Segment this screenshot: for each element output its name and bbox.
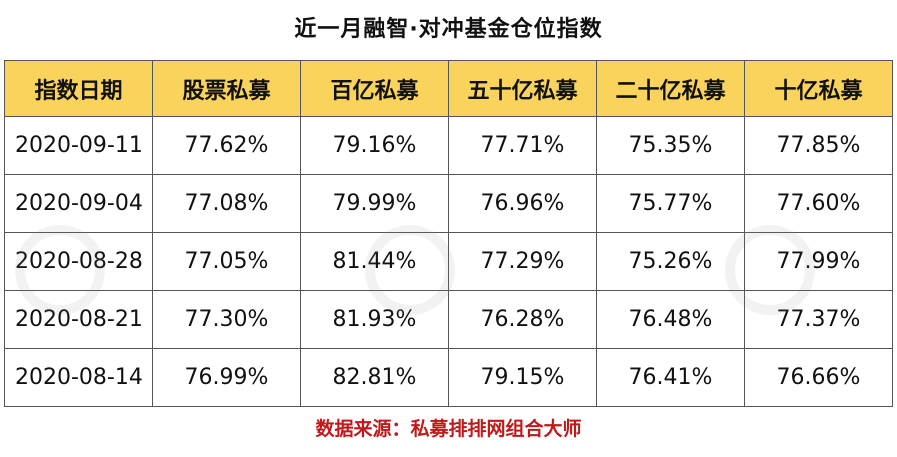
page-title: 近一月融智·对冲基金仓位指数 xyxy=(294,17,603,42)
cell-value: 81.44% xyxy=(300,232,449,291)
row-date: 2020-09-11 xyxy=(4,116,153,175)
header-stock-private: 股票私募 xyxy=(152,60,301,117)
cell-value: 77.29% xyxy=(448,232,597,291)
cell-value: 79.15% xyxy=(448,348,597,407)
table-header-row: 指数日期 股票私募 百亿私募 五十亿私募 二十亿私募 十亿私募 xyxy=(4,60,893,117)
cell-value: 77.62% xyxy=(152,116,301,175)
table-row: 2020-09-11 77.62% 79.16% 77.71% 75.35% 7… xyxy=(4,116,893,175)
row-date: 2020-09-04 xyxy=(4,174,153,233)
cell-value: 76.28% xyxy=(448,290,597,349)
cell-value: 76.48% xyxy=(596,290,745,349)
cell-value: 79.99% xyxy=(300,174,449,233)
position-index-table: 指数日期 股票私募 百亿私募 五十亿私募 二十亿私募 十亿私募 2020-09-… xyxy=(4,60,893,407)
cell-value: 77.05% xyxy=(152,232,301,291)
header-10b-private: 百亿私募 xyxy=(300,60,449,117)
cell-value: 75.77% xyxy=(596,174,745,233)
header-date: 指数日期 xyxy=(4,60,153,117)
cell-value: 76.96% xyxy=(448,174,597,233)
cell-value: 77.99% xyxy=(744,232,893,291)
table-row: 2020-09-04 77.08% 79.99% 76.96% 75.77% 7… xyxy=(4,174,893,233)
data-source-note: 数据来源：私募排排网组合大师 xyxy=(315,418,582,440)
cell-value: 79.16% xyxy=(300,116,449,175)
cell-value: 81.93% xyxy=(300,290,449,349)
cell-value: 77.30% xyxy=(152,290,301,349)
cell-value: 75.35% xyxy=(596,116,745,175)
cell-value: 77.60% xyxy=(744,174,893,233)
header-1b-private: 十亿私募 xyxy=(744,60,893,117)
cell-value: 76.99% xyxy=(152,348,301,407)
row-date: 2020-08-14 xyxy=(4,348,153,407)
table-row: 2020-08-28 77.05% 81.44% 77.29% 75.26% 7… xyxy=(4,232,893,291)
cell-value: 76.66% xyxy=(744,348,893,407)
row-date: 2020-08-28 xyxy=(4,232,153,291)
row-date: 2020-08-21 xyxy=(4,290,153,349)
header-2b-private: 二十亿私募 xyxy=(596,60,745,117)
cell-value: 82.81% xyxy=(300,348,449,407)
table-row: 2020-08-14 76.99% 82.81% 79.15% 76.41% 7… xyxy=(4,348,893,407)
header-5b-private: 五十亿私募 xyxy=(448,60,597,117)
cell-value: 77.37% xyxy=(744,290,893,349)
cell-value: 77.71% xyxy=(448,116,597,175)
cell-value: 77.85% xyxy=(744,116,893,175)
table-row: 2020-08-21 77.30% 81.93% 76.28% 76.48% 7… xyxy=(4,290,893,349)
cell-value: 75.26% xyxy=(596,232,745,291)
cell-value: 76.41% xyxy=(596,348,745,407)
cell-value: 77.08% xyxy=(152,174,301,233)
